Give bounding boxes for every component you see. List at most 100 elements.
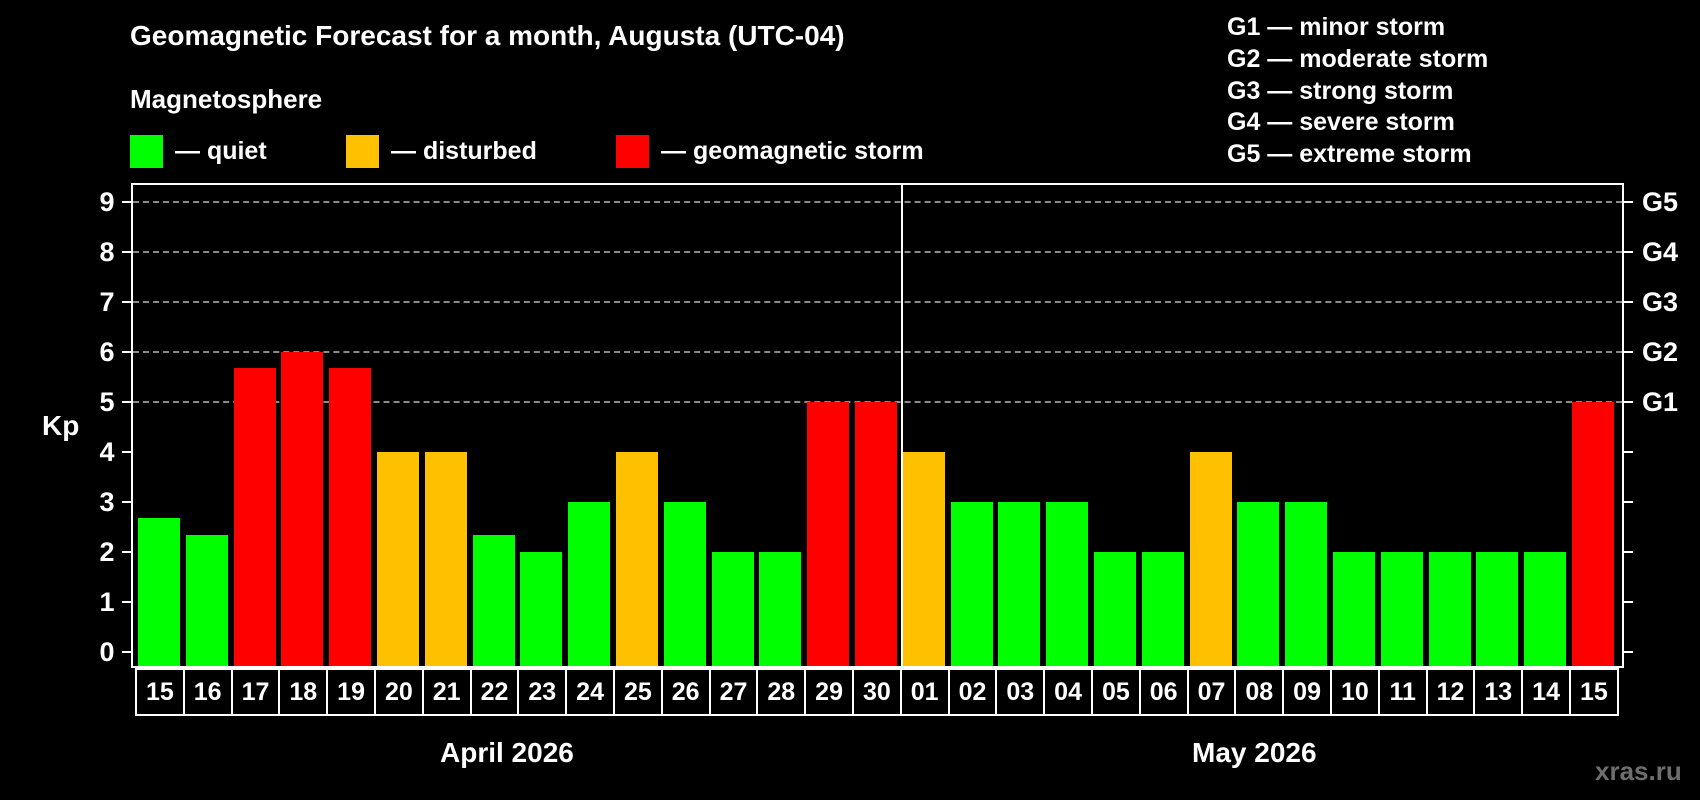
date-label: 01 [899, 668, 950, 716]
date-label: 17 [230, 668, 281, 716]
kp-bar-quiet [1428, 551, 1471, 666]
kp-bar-quiet [759, 551, 802, 666]
gridline [133, 250, 1622, 253]
date-label: 21 [421, 668, 472, 716]
gridline [133, 200, 1622, 203]
kp-bar-storm [855, 401, 897, 666]
date-label: 05 [1091, 668, 1141, 716]
kp-bar-quiet [472, 535, 515, 666]
y-tick [122, 300, 131, 303]
month-label-april: April 2026 [440, 737, 574, 768]
storm-scale-legend: G1 — minor storm G2 — moderate storm G3 … [1227, 12, 1488, 171]
kp-bar-quiet [663, 501, 706, 666]
y-tick [122, 500, 131, 503]
right-tick [1624, 450, 1633, 453]
date-label: 03 [995, 668, 1046, 716]
date-label: 15 [1569, 668, 1619, 716]
kp-bar-quiet [1476, 551, 1519, 666]
date-label: 09 [1282, 668, 1332, 716]
right-tick [1624, 350, 1633, 353]
kp-bar-disturbed [616, 451, 658, 666]
quiet-swatch [130, 134, 163, 168]
kp-bar-storm [1572, 401, 1614, 666]
date-label: 20 [374, 668, 424, 716]
g-scale-label: G5 [1642, 186, 1679, 217]
kp-bar-quiet [568, 501, 611, 666]
date-label: 15 [135, 668, 185, 716]
y-tick-label: 9 [99, 186, 115, 217]
y-tick [122, 600, 131, 603]
g-scale-label: G4 [1642, 236, 1679, 267]
right-tick [1624, 250, 1633, 253]
kp-bar-quiet [1380, 551, 1423, 666]
right-tick [1624, 200, 1633, 203]
month-label-may: May 2026 [1192, 737, 1317, 768]
legend-disturbed: — disturbed [346, 134, 537, 168]
y-tick-label: 4 [99, 436, 115, 467]
y-tick [122, 200, 131, 203]
y-tick [122, 550, 131, 553]
date-label: 14 [1521, 668, 1571, 716]
kp-bar-quiet [950, 501, 993, 666]
date-label: 10 [1330, 668, 1380, 716]
date-label: 04 [1043, 668, 1093, 716]
date-label: 25 [613, 668, 663, 716]
kp-bar-quiet [1285, 501, 1328, 666]
y-tick [122, 450, 131, 453]
disturbed-swatch [346, 134, 379, 168]
kp-bar-quiet [1141, 551, 1184, 666]
kp-bar-quiet [1333, 551, 1375, 666]
y-axis-label: Kp [42, 410, 80, 441]
kp-bar-quiet [520, 551, 563, 666]
g-scale-label: G1 [1642, 386, 1679, 417]
date-label: 16 [182, 668, 233, 716]
g-scale-label: G2 [1642, 336, 1679, 367]
kp-bar-quiet [998, 501, 1041, 666]
y-tick-label: 0 [99, 636, 115, 667]
right-tick [1624, 300, 1633, 303]
kp-bar-quiet [1524, 551, 1567, 666]
y-tick-label: 2 [99, 536, 115, 567]
gridline [133, 300, 1622, 303]
right-tick [1624, 650, 1633, 653]
legend-quiet: — quiet [130, 134, 267, 168]
kp-bar-disturbed [1189, 451, 1232, 666]
date-label: 19 [326, 668, 376, 716]
kp-bar-storm [281, 351, 324, 666]
kp-bar-disturbed [424, 451, 467, 666]
date-label: 18 [278, 668, 329, 716]
y-tick-label: 1 [99, 586, 115, 617]
y-tick-label: 8 [99, 236, 115, 267]
plot-frame [131, 183, 1624, 668]
date-label: 24 [565, 668, 615, 716]
kp-bar-quiet [138, 518, 180, 666]
storm-scale-g3: G3 — strong storm [1227, 76, 1454, 105]
date-label: 07 [1186, 668, 1237, 716]
legend-label: — geomagnetic storm [661, 136, 924, 165]
date-label: 22 [469, 668, 520, 716]
storm-scale-g2: G2 — moderate storm [1227, 44, 1489, 73]
storm-scale-g4: G4 — severe storm [1227, 108, 1455, 137]
y-tick [122, 650, 131, 653]
date-label: 29 [804, 668, 854, 716]
date-label: 11 [1377, 668, 1428, 716]
kp-bar-disturbed [902, 451, 945, 666]
right-tick [1624, 550, 1633, 553]
date-label: 06 [1138, 668, 1189, 716]
kp-bar-storm [233, 368, 276, 666]
kp-bar-disturbed [377, 451, 419, 666]
date-label: 26 [660, 668, 711, 716]
kp-bar-storm [807, 401, 850, 666]
date-label: 13 [1473, 668, 1524, 716]
date-label: 28 [756, 668, 807, 716]
g-scale-label: G3 [1642, 286, 1679, 317]
kp-bar-quiet [1237, 501, 1280, 666]
y-tick [122, 350, 131, 353]
storm-scale-g1: G1 — minor storm [1227, 13, 1446, 41]
kp-bar-storm [329, 368, 372, 666]
y-tick [122, 400, 131, 403]
y-tick [122, 250, 131, 253]
watermark: xras.ru [1595, 756, 1682, 786]
y-tick-label: 7 [99, 286, 115, 317]
kp-bar-quiet [185, 535, 228, 666]
